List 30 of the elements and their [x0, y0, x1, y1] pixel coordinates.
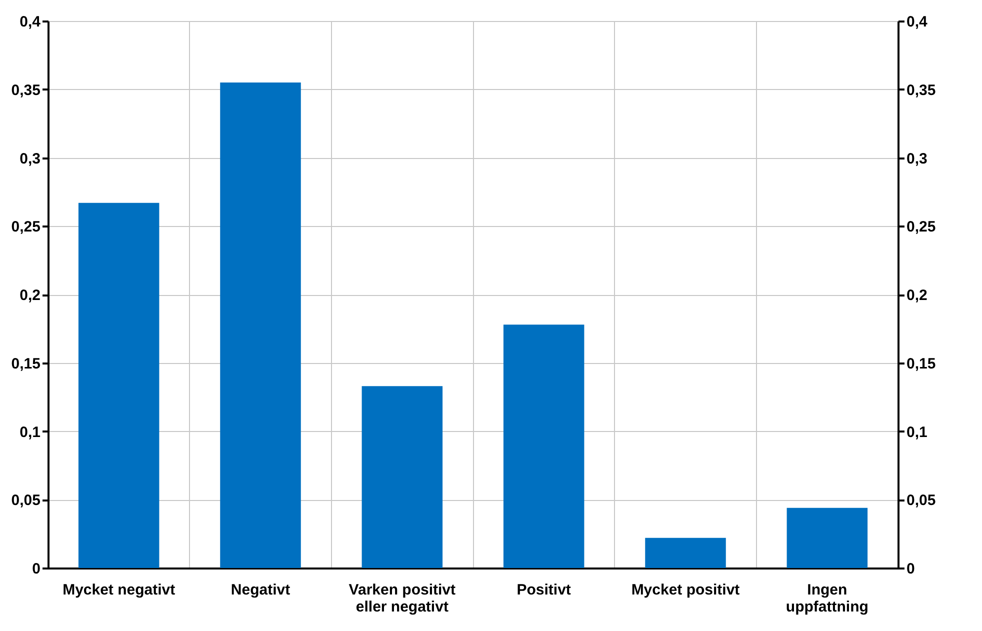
bar — [362, 386, 443, 568]
x-tick-label: Negativt — [230, 582, 290, 598]
y2-tick-label: 0,05 — [906, 492, 936, 510]
bar — [503, 324, 584, 568]
y-tick-label: 0,35 — [11, 82, 40, 99]
y2-tick-label: 0,35 — [906, 82, 936, 99]
x-tick-label: Varken positivt eller negativt — [348, 582, 456, 616]
y-tick-label: 0,1 — [20, 424, 40, 441]
y2-tick-label: 0,1 — [906, 424, 928, 441]
y2-tick-label: 0,25 — [906, 218, 936, 236]
x-tick-label: Positivt — [516, 582, 571, 598]
bar — [786, 508, 868, 568]
bar — [220, 82, 301, 568]
x-tick-label: Mycket negativt — [62, 582, 176, 598]
y-tick-label: 0 — [32, 560, 40, 578]
y-tick-label: 0,4 — [20, 14, 42, 30]
x-tick-label: Mycket positivt — [631, 582, 740, 598]
bar — [78, 202, 160, 568]
y2-tick-label: 0,3 — [906, 150, 928, 168]
y2-tick-label: 0,2 — [906, 287, 928, 304]
y-tick-label: 0,05 — [11, 492, 40, 510]
y-tick-label: 0,25 — [11, 218, 40, 236]
y-tick-label: 0,15 — [11, 355, 40, 372]
y2-tick-label: 0,4 — [906, 14, 928, 30]
bar — [645, 538, 726, 568]
y2-tick-label: 0,15 — [906, 355, 936, 372]
y-tick-label: 0,2 — [20, 287, 40, 304]
y2-tick-label: 0 — [906, 560, 915, 578]
y-tick-label: 0,3 — [20, 150, 40, 168]
x-tick-label: Ingen uppfattning — [786, 582, 868, 616]
